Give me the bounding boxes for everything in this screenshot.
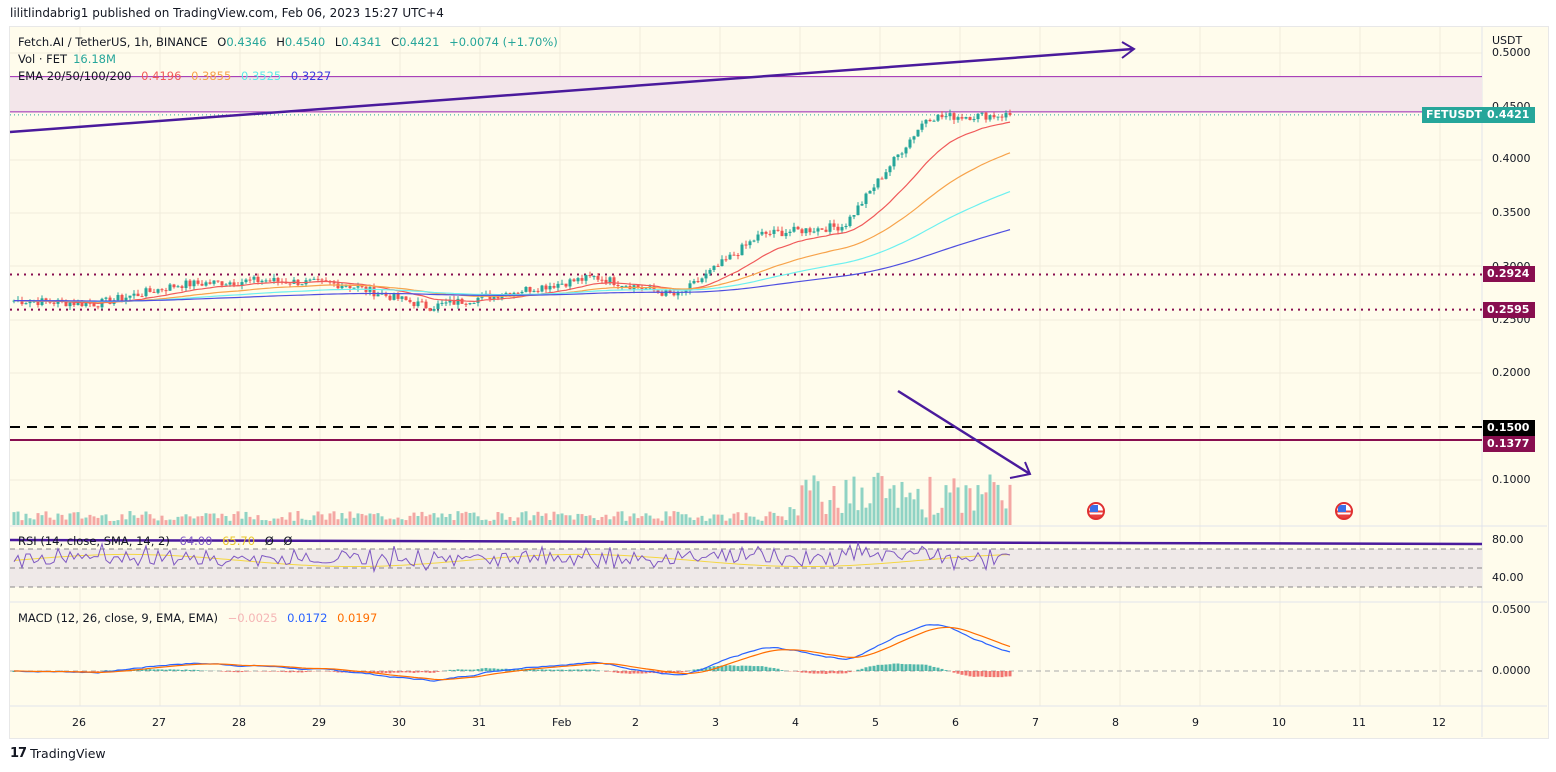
low-value: 0.4341	[341, 35, 382, 49]
rsi-value: 64.00	[179, 534, 213, 548]
time-tick: 2	[632, 716, 639, 729]
macd-hist-value: −0.0025	[227, 611, 278, 625]
volume-legend[interactable]: Vol · FET 16.18M	[18, 52, 116, 66]
symbol-legend: Fetch.AI / TetherUS, 1h, BINANCE O0.4346…	[18, 35, 558, 49]
rsi-tick: 40.00	[1492, 571, 1524, 584]
us-flag-event-icon[interactable]	[1087, 502, 1105, 520]
price-tick: 0.5000	[1492, 46, 1531, 59]
time-tick: 12	[1432, 716, 1446, 729]
publish-line: lilitlindabrig1 published on TradingView…	[10, 6, 444, 20]
chart-frame[interactable]	[9, 26, 1549, 739]
macd-value: 0.0172	[287, 611, 328, 625]
price-tick: 0.3500	[1492, 206, 1531, 219]
ema50-value: 0.3855	[191, 69, 232, 83]
time-tick: 6	[952, 716, 959, 729]
tradingview-logo-icon: 17	[10, 746, 27, 761]
price-tick: 0.4000	[1492, 152, 1531, 165]
symbol-title[interactable]: Fetch.AI / TetherUS, 1h, BINANCE	[18, 35, 208, 49]
time-tick: 8	[1112, 716, 1119, 729]
time-tick: 27	[152, 716, 166, 729]
level-label[interactable]: 0.1377	[1483, 436, 1535, 452]
us-flag-event-icon[interactable]	[1335, 502, 1353, 520]
time-tick: 7	[1032, 716, 1039, 729]
time-tick: 10	[1272, 716, 1286, 729]
last-price-label: 0.4421	[1483, 107, 1535, 123]
close-value: 0.4421	[399, 35, 440, 49]
macd-signal-value: 0.0197	[337, 611, 378, 625]
footer: 17 TradingView	[10, 746, 106, 761]
symbol-tag: FETUSDT	[1422, 107, 1487, 123]
time-tick: 31	[472, 716, 486, 729]
price-tick: 0.1000	[1492, 473, 1531, 486]
brand-name: TradingView	[30, 746, 106, 761]
open-value: 0.4346	[226, 35, 267, 49]
rsi-tick: 80.00	[1492, 533, 1524, 546]
time-tick: 4	[792, 716, 799, 729]
time-tick: 30	[392, 716, 406, 729]
change-value: +0.0074 (+1.70%)	[449, 35, 558, 49]
macd-tick: 0.0500	[1492, 603, 1531, 616]
time-tick: 28	[232, 716, 246, 729]
volume-value: 16.18M	[73, 52, 116, 66]
ema20-value: 0.4196	[141, 69, 182, 83]
time-tick: 26	[72, 716, 86, 729]
ema100-value: 0.3525	[240, 69, 282, 83]
macd-tick: 0.0000	[1492, 664, 1531, 677]
time-tick: 3	[712, 716, 719, 729]
level-label[interactable]: 0.1500	[1483, 420, 1535, 436]
macd-legend[interactable]: MACD (12, 26, close, 9, EMA, EMA) −0.002…	[18, 611, 378, 625]
ema200-value: 0.3227	[290, 69, 332, 83]
high-value: 0.4540	[284, 35, 326, 49]
level-label[interactable]: 0.2924	[1483, 266, 1535, 282]
time-tick: 9	[1192, 716, 1199, 729]
time-tick: 29	[312, 716, 326, 729]
time-tick: 11	[1352, 716, 1366, 729]
time-tick: 5	[872, 716, 879, 729]
rsi-sma-value: 65.70	[222, 534, 256, 548]
currency-label: USDT	[1492, 34, 1523, 47]
time-tick: Feb	[552, 716, 572, 729]
ema-legend[interactable]: EMA 20/50/100/200 0.4196 0.3855 0.3525 0…	[18, 69, 332, 83]
rsi-legend[interactable]: RSI (14, close, SMA, 14, 2) 64.00 65.70 …	[18, 534, 293, 548]
level-label[interactable]: 0.2595	[1483, 302, 1535, 318]
price-tick: 0.2000	[1492, 366, 1531, 379]
